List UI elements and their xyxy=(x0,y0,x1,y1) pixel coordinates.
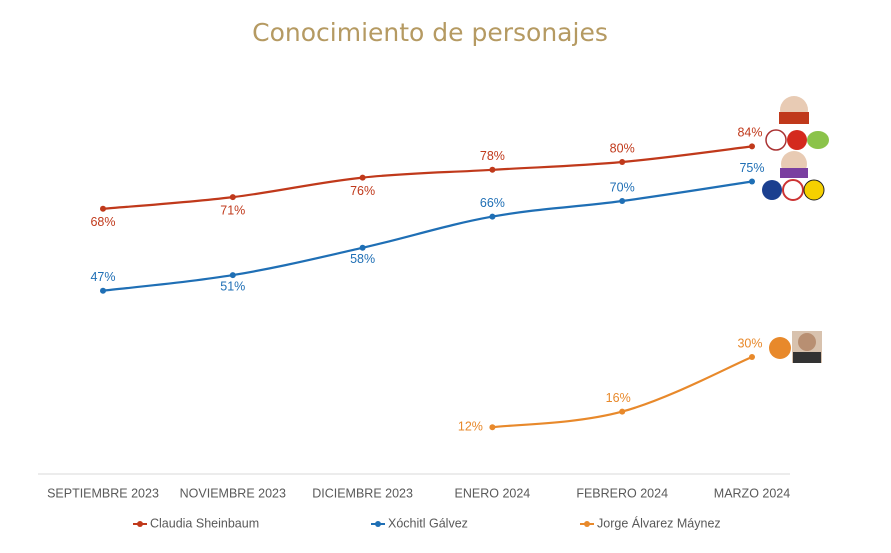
data-label: 68% xyxy=(90,215,115,229)
data-point xyxy=(359,244,366,251)
data-label: 16% xyxy=(606,391,631,405)
data-label: 75% xyxy=(739,161,764,175)
data-point xyxy=(749,354,755,360)
data-label: 70% xyxy=(610,180,635,194)
data-label: 66% xyxy=(480,196,505,210)
data-label: 51% xyxy=(220,279,245,293)
data-label: 84% xyxy=(737,126,762,140)
series-line xyxy=(102,180,753,292)
data-label: 78% xyxy=(480,149,505,163)
data-label: 76% xyxy=(350,184,375,198)
x-tick-label: FEBRERO 2024 xyxy=(576,486,668,500)
data-point xyxy=(229,272,236,279)
data-label: 58% xyxy=(350,252,375,266)
data-label: 47% xyxy=(90,270,115,284)
data-point xyxy=(619,198,626,204)
data-point xyxy=(359,174,366,181)
data-point xyxy=(100,287,106,294)
legend-label: Xóchitl Gálvez xyxy=(388,516,468,530)
data-point xyxy=(749,143,755,150)
x-tick-label: DICIEMBRE 2023 xyxy=(312,486,413,500)
series-line xyxy=(102,145,753,210)
data-point xyxy=(100,205,106,212)
x-tick-label: SEPTIEMBRE 2023 xyxy=(47,486,159,500)
data-point xyxy=(749,178,755,185)
data-label: 71% xyxy=(220,203,245,217)
chart-title: Conocimiento de personajes xyxy=(252,18,608,47)
x-tick-label: MARZO 2024 xyxy=(714,486,790,500)
legend-marker xyxy=(375,521,381,527)
data-point xyxy=(619,159,626,165)
candidate-icons xyxy=(762,96,829,363)
data-label: 30% xyxy=(737,336,762,350)
data-point xyxy=(489,166,496,173)
data-point xyxy=(619,408,626,415)
data-point xyxy=(229,194,236,201)
legend-marker xyxy=(137,521,143,527)
data-point xyxy=(489,424,496,431)
data-point xyxy=(489,213,496,220)
legend-label: Claudia Sheinbaum xyxy=(150,516,259,530)
x-tick-label: NOVIEMBRE 2023 xyxy=(180,486,286,500)
x-tick-label: ENERO 2024 xyxy=(455,486,531,500)
data-label: 80% xyxy=(610,141,635,155)
data-label: 12% xyxy=(458,419,483,433)
legend-marker xyxy=(584,521,590,527)
legend-label: Jorge Álvarez Máynez xyxy=(597,515,721,530)
